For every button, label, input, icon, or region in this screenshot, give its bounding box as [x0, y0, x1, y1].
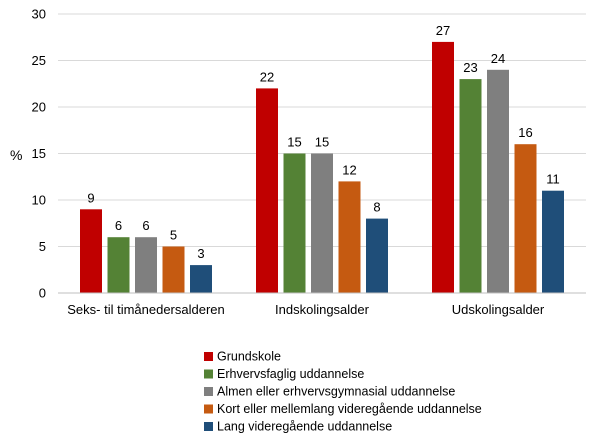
legend-swatch-4 — [204, 404, 213, 414]
y-tick-label: 15 — [32, 146, 46, 161]
y-tick-label: 10 — [32, 193, 46, 208]
bar-1-5 — [190, 265, 212, 293]
data-label-3-4: 16 — [518, 125, 532, 140]
data-label-3-2: 23 — [463, 60, 477, 75]
y-tick-label: 20 — [32, 100, 46, 115]
data-label-2-2: 15 — [287, 135, 301, 150]
bar-3-4 — [514, 144, 537, 293]
bars — [80, 41, 564, 294]
legend-label-1: Grundskole — [217, 350, 281, 364]
bar-3-5 — [542, 190, 564, 293]
y-axis-label: % — [10, 147, 22, 163]
legend-label-2: Erhvervsfaglig uddannelse — [217, 367, 364, 381]
bar-3-1 — [432, 41, 454, 294]
data-label-2-3: 15 — [315, 135, 329, 150]
data-label-2-5: 8 — [373, 200, 380, 215]
data-label-1-1: 9 — [87, 190, 94, 205]
legend-label-4: Kort eller mellemlang videregående uddan… — [217, 402, 482, 416]
legend-label-3: Almen eller erhvervsgymnasial uddannelse — [217, 385, 455, 399]
legend-swatch-1 — [204, 352, 213, 361]
data-label-2-1: 22 — [260, 69, 274, 84]
bar-3-2 — [459, 79, 482, 293]
legend-swatch-5 — [204, 422, 213, 431]
bar-2-3 — [311, 153, 333, 293]
x-category-label-3: Udskolingsalder — [452, 302, 545, 317]
data-label-1-5: 3 — [197, 246, 204, 261]
bar-1-1 — [80, 209, 102, 293]
bar-3-3 — [487, 69, 509, 293]
bar-2-5 — [366, 218, 388, 293]
x-category-label-2: Indskolingsalder — [275, 302, 370, 317]
bar-2-4 — [338, 181, 361, 293]
data-label-2-4: 12 — [342, 162, 356, 177]
data-label-3-1: 27 — [436, 23, 450, 38]
data-label-1-4: 5 — [170, 228, 177, 243]
data-labels: 9 6 6 5 3 22 15 15 12 8 27 23 24 16 11 — [87, 23, 559, 261]
data-label-1-3: 6 — [142, 218, 149, 233]
y-tick-label: 30 — [32, 7, 46, 22]
bar-1-4 — [162, 246, 185, 293]
bar-1-3 — [135, 237, 157, 293]
x-axis-categories: Seks- til timånedersalderen Indskolingsal… — [67, 302, 545, 317]
data-label-3-3: 24 — [491, 51, 505, 66]
x-category-label-1: Seks- til timånedersalderen — [67, 302, 225, 317]
y-tick-label: 0 — [39, 286, 46, 301]
legend-swatch-2 — [204, 369, 213, 379]
data-label-1-2: 6 — [115, 218, 122, 233]
bar-1-2 — [107, 237, 130, 293]
bar-2-2 — [283, 153, 306, 293]
legend-swatch-3 — [204, 387, 213, 396]
y-tick-label: 5 — [39, 239, 46, 254]
legend: Grundskole Erhvervsfaglig uddannelse Almen… — [204, 350, 482, 434]
y-axis-ticks: 0 5 10 15 20 25 30 — [32, 7, 46, 301]
data-label-3-5: 11 — [546, 172, 560, 187]
legend-label-5: Lang videregående uddannelse — [217, 420, 392, 434]
y-tick-label: 25 — [32, 53, 46, 68]
bar-2-1 — [256, 88, 278, 294]
